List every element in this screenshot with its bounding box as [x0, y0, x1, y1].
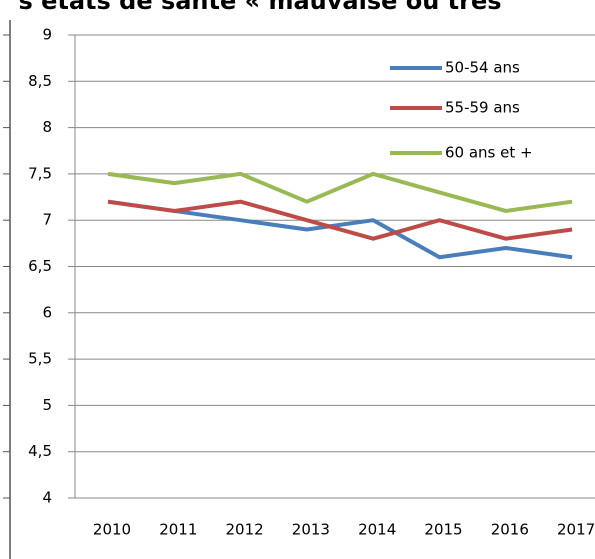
y-tick-label: 7: [42, 211, 52, 229]
x-tick-label: 2016: [491, 521, 529, 539]
y-tick-label: 4,5: [28, 442, 52, 460]
y-tick-label: 4: [42, 489, 52, 507]
x-tick-label: 2013: [292, 521, 330, 539]
series-line: [107, 199, 573, 260]
x-tick-label: 2015: [424, 521, 462, 539]
legend-label: 55-59 ans: [445, 99, 520, 117]
y-tick-label: 7,5: [28, 164, 52, 182]
x-tick-label: 2012: [226, 521, 264, 539]
y-tick-label: 5,5: [28, 350, 52, 368]
series-line: [107, 171, 573, 213]
x-tick-label: 2010: [93, 521, 131, 539]
chart-title: s états de santé « mauvaise ou très: [18, 0, 501, 15]
legend-label: 50-54 ans: [445, 59, 520, 77]
y-tick-label: 9: [42, 26, 52, 44]
x-tick-label: 2014: [358, 521, 396, 539]
y-tick-label: 8,5: [28, 72, 52, 90]
series-line: [107, 199, 573, 241]
x-tick-label: 2017: [557, 521, 595, 539]
legend-label: 60 ans et +: [445, 144, 533, 162]
y-tick-label: 5: [42, 396, 52, 414]
y-tick-label: 8: [42, 118, 52, 136]
y-tick-label: 6: [42, 303, 52, 321]
y-tick-label: 6,5: [28, 257, 52, 275]
x-tick-label: 2011: [159, 521, 197, 539]
